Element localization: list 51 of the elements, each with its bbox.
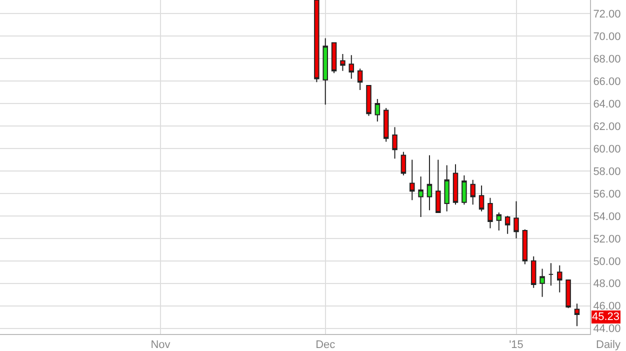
candlestick [548, 262, 554, 286]
candlestick [488, 197, 493, 229]
y-tick-label: 60.00 [593, 143, 621, 156]
candlestick [504, 215, 510, 234]
y-tick-label: 62.00 [593, 120, 621, 133]
y-tick-label: 48.00 [593, 278, 621, 290]
y-tick-label: 56.00 [593, 188, 621, 200]
y-tick-label: 72.00 [593, 8, 621, 20]
candlestick [348, 54, 354, 80]
candlestick [496, 212, 502, 232]
candlestick [436, 159, 441, 214]
candlestick [392, 126, 398, 160]
y-tick-label: 70.00 [593, 30, 621, 43]
x-axis-title: Daily [596, 339, 621, 351]
x-tick-label: Nov [150, 339, 171, 351]
candlestick [426, 154, 432, 211]
candlestick [340, 53, 346, 72]
candlestick [470, 179, 476, 206]
text: 45.23 [592, 311, 620, 323]
x-tick-label: Dec [316, 339, 336, 351]
candlestick [400, 151, 406, 176]
candlestick [322, 38, 328, 106]
candlestick [331, 42, 337, 74]
y-tick-label: 58.00 [593, 166, 621, 178]
candlestick [462, 174, 467, 206]
x-tick-label: '15 [509, 339, 524, 351]
candlestick [357, 68, 363, 90]
candlestick [444, 164, 450, 212]
y-tick-label: 44.00 [593, 323, 621, 336]
candlestick [410, 159, 415, 201]
y-tick-label: 50.00 [593, 256, 621, 268]
candlestick [530, 256, 536, 288]
candlestick [418, 176, 424, 218]
candlestick [478, 185, 484, 212]
y-tick-label: 46.00 [593, 300, 621, 313]
candlestick [374, 98, 380, 122]
candlestick [452, 164, 458, 206]
y-tick-label: 66.00 [593, 76, 621, 88]
candlestick [522, 228, 528, 265]
y-tick-label: 64.00 [593, 98, 621, 110]
y-tick-label: 54.00 [593, 210, 621, 223]
y-tick-label: 68.00 [593, 53, 621, 66]
candlestick [514, 200, 519, 239]
candlestick [540, 268, 545, 298]
candlestick [574, 303, 580, 327]
candlestick [314, 0, 320, 83]
candlestick [383, 107, 389, 142]
candlestick [566, 280, 571, 309]
candlestick [557, 264, 562, 293]
candlestick [366, 84, 372, 116]
y-tick-label: 52.00 [593, 233, 621, 246]
